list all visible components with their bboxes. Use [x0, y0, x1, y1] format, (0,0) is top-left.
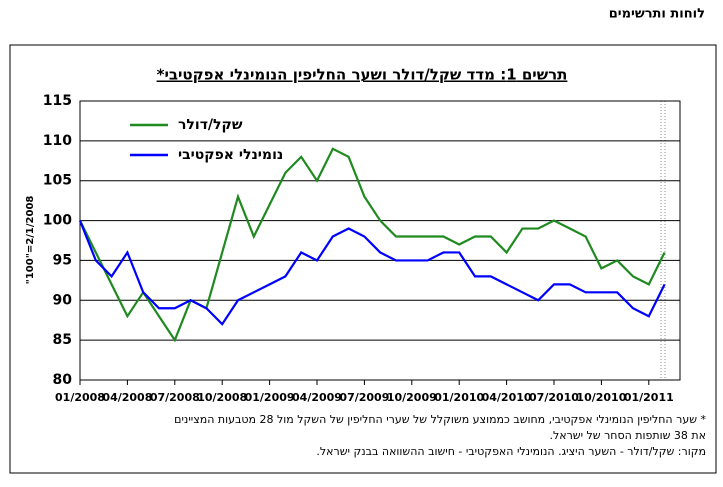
plot-border — [79, 100, 681, 381]
x-tick-label: 01/2011 — [624, 391, 674, 404]
x-tick-label: 01/2010 — [434, 391, 484, 404]
x-tick-label: 10/2009 — [387, 391, 437, 404]
x-tick-label: 04/2009 — [292, 391, 342, 404]
y-tick-label: 100 — [43, 213, 72, 229]
x-tick-label: 07/2010 — [529, 391, 579, 404]
footnote: את 38 שותפות הסחר של ישראל. — [549, 429, 706, 442]
series-line — [79, 147, 666, 343]
x-tick-label: 07/2009 — [339, 391, 389, 404]
y-axis-label: "100"=2/1/2008 — [25, 196, 36, 285]
page-header: לוחות ותרשימים — [609, 7, 705, 22]
footnote: * שער החליפין הנומינלי אפקטיבי, מחושב כמ… — [174, 413, 706, 426]
x-tick-label: 04/2008 — [102, 391, 152, 404]
legend-label: שקל/דולר — [178, 117, 243, 133]
x-tick-label: 10/2008 — [197, 391, 247, 404]
frame — [9, 44, 717, 474]
y-tick-label: 110 — [43, 133, 72, 149]
footnote: מקור: שקל/דולר - השער היציג. הנומינלי הא… — [316, 445, 706, 458]
x-tick-label: 07/2008 — [150, 391, 200, 404]
y-tick-label: 85 — [53, 332, 72, 348]
x-tick-label: 01/2009 — [245, 391, 295, 404]
x-tick-label: 01/2008 — [55, 391, 105, 404]
y-tick-label: 105 — [43, 173, 72, 189]
chart-title: תרשים 1: מדד שקל/דולר ושער החליפין הנומי… — [157, 66, 568, 84]
y-tick-label: 80 — [53, 372, 73, 388]
legend-label: נומינלי אפקטיבי — [178, 147, 283, 163]
series-line — [78, 220, 666, 326]
y-tick-label: 115 — [43, 93, 72, 109]
x-tick-label: 04/2010 — [482, 391, 532, 404]
x-tick-label: 10/2010 — [576, 391, 626, 404]
y-tick-label: 95 — [53, 252, 72, 268]
y-tick-label: 90 — [53, 292, 73, 308]
